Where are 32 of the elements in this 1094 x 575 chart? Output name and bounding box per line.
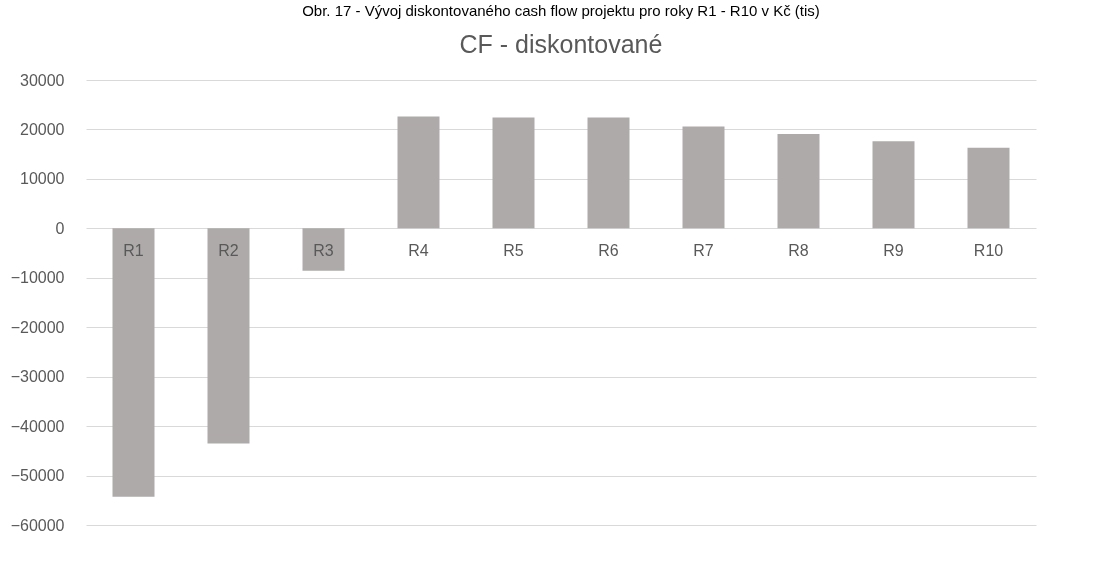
y-tick-label: −20000 xyxy=(10,318,65,336)
bar xyxy=(872,141,915,229)
x-tick-label: R4 xyxy=(408,241,429,259)
x-tick-label: R10 xyxy=(973,241,1004,259)
y-tick-label: 30000 xyxy=(20,71,65,89)
bar xyxy=(967,147,1010,229)
x-tick-label: R3 xyxy=(313,241,334,259)
bar xyxy=(682,126,725,229)
x-tick-label: R2 xyxy=(218,241,239,259)
y-tick-label: 10000 xyxy=(20,170,65,188)
chart-title: CF - diskontované xyxy=(459,30,663,58)
y-tick-label: −60000 xyxy=(10,516,65,534)
text: Obr. 17 - Vývoj diskontovaného cash flow projektu pro roky R1 - R10 v Kč (tis) xyxy=(302,2,820,19)
x-tick-label: R5 xyxy=(503,241,524,259)
bar xyxy=(397,116,440,229)
y-tick-label: 20000 xyxy=(20,120,65,138)
y-tick-label: −40000 xyxy=(10,417,65,435)
y-tick-label: −50000 xyxy=(10,467,65,485)
bar xyxy=(207,228,250,444)
bar xyxy=(112,228,155,497)
x-tick-label: R1 xyxy=(123,241,144,259)
x-tick-label: R8 xyxy=(788,241,809,259)
x-tick-label: R7 xyxy=(693,241,714,259)
bar xyxy=(777,133,820,229)
y-tick-label: 0 xyxy=(55,219,65,237)
bar xyxy=(492,117,535,229)
y-tick-label: −30000 xyxy=(10,368,65,386)
x-tick-label: R9 xyxy=(883,241,904,259)
x-tick-label: R6 xyxy=(598,241,619,259)
y-tick-label: −10000 xyxy=(10,269,65,287)
bar xyxy=(587,117,630,229)
bar xyxy=(302,228,345,271)
